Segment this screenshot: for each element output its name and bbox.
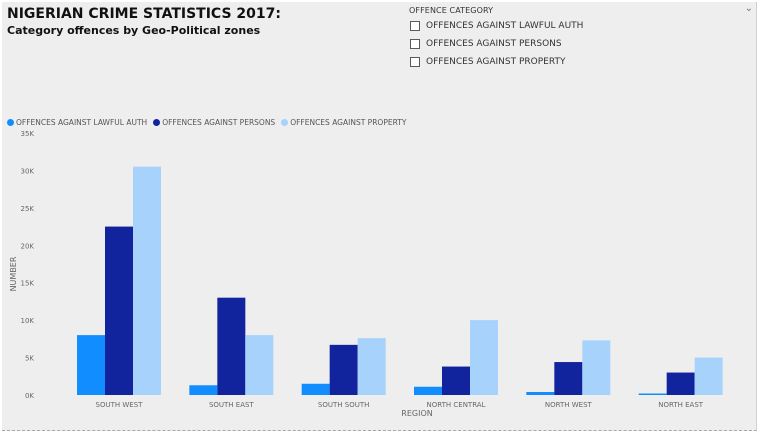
slicer-item-label: OFFENCES AGAINST LAWFUL AUTH (426, 21, 584, 31)
slicer-item-persons[interactable]: OFFENCES AGAINST PERSONS (410, 37, 562, 51)
slicer-item-property[interactable]: OFFENCES AGAINST PROPERTY (410, 55, 565, 69)
y-tick-label: 15K (21, 280, 35, 288)
page-subtitle: Category offences by Geo-Political zones (7, 24, 261, 37)
legend-label: OFFENCES AGAINST LAWFUL AUTH (16, 118, 148, 127)
bar[interactable] (77, 335, 105, 395)
bar[interactable] (414, 386, 442, 395)
legend-dot (153, 119, 161, 126)
checkbox[interactable] (410, 57, 420, 67)
slicer-item-label: OFFENCES AGAINST PROPERTY (426, 57, 566, 67)
chevron-down-icon[interactable]: ⌄ (744, 3, 753, 14)
bar[interactable] (470, 320, 498, 395)
y-tick-label: 35K (21, 130, 35, 138)
page-title: NIGERIAN CRIME STATISTICS 2017: (7, 6, 281, 22)
bar[interactable] (526, 392, 555, 395)
slicer-item-lawful-auth[interactable]: OFFENCES AGAINST LAWFUL AUTH (410, 19, 583, 33)
bar[interactable] (442, 366, 470, 395)
y-tick-label: 30K (21, 167, 35, 175)
slicer-item-label: OFFENCES AGAINST PERSONS (426, 39, 562, 49)
offence-category-slicer: OFFENCE CATEGORY ⌄ OFFENCES AGAINST LAWF… (407, 3, 756, 74)
x-tick-label: SOUTH EAST (209, 401, 254, 409)
bar[interactable] (554, 362, 583, 395)
x-tick-label: SOUTH SOUTH (318, 401, 369, 409)
bar[interactable] (217, 297, 246, 395)
bar[interactable] (189, 385, 218, 395)
bar[interactable] (582, 340, 611, 395)
legend-label: OFFENCES AGAINST PERSONS (162, 118, 276, 127)
checkbox[interactable] (410, 39, 420, 49)
chart-legend: OFFENCES AGAINST LAWFUL AUTH OFFENCES AG… (7, 118, 412, 127)
y-tick-label: 0K (25, 392, 34, 400)
bar[interactable] (301, 383, 330, 395)
slicer-header: OFFENCE CATEGORY (409, 6, 494, 15)
bar[interactable] (245, 335, 274, 395)
y-tick-label: 25K (21, 205, 35, 213)
x-tick-label: SOUTH WEST (96, 401, 144, 409)
bar[interactable] (105, 226, 133, 395)
bar[interactable] (666, 372, 695, 395)
bar[interactable] (357, 338, 386, 395)
legend-dot (7, 119, 14, 126)
bar[interactable] (133, 166, 161, 395)
legend-label: OFFENCES AGAINST PROPERTY (290, 118, 407, 127)
legend-dot (281, 119, 289, 126)
bar[interactable] (329, 344, 358, 395)
x-axis-title: REGION (401, 409, 432, 418)
y-axis-title: NUMBER (9, 256, 18, 291)
bar[interactable] (694, 357, 723, 395)
legend-item-property[interactable]: OFFENCES AGAINST PROPERTY (281, 118, 406, 127)
y-tick-label: 20K (21, 242, 35, 250)
bar[interactable] (638, 393, 667, 395)
legend-item-lawful-auth[interactable]: OFFENCES AGAINST LAWFUL AUTH (7, 118, 147, 127)
y-tick-label: 10K (21, 317, 35, 325)
checkbox[interactable] (410, 21, 420, 31)
y-tick-label: 5K (25, 355, 34, 363)
legend-item-persons[interactable]: OFFENCES AGAINST PERSONS (153, 118, 275, 127)
x-tick-label: NORTH EAST (658, 401, 704, 409)
x-tick-label: NORTH WEST (545, 401, 593, 409)
x-tick-label: NORTH CENTRAL (427, 401, 486, 409)
